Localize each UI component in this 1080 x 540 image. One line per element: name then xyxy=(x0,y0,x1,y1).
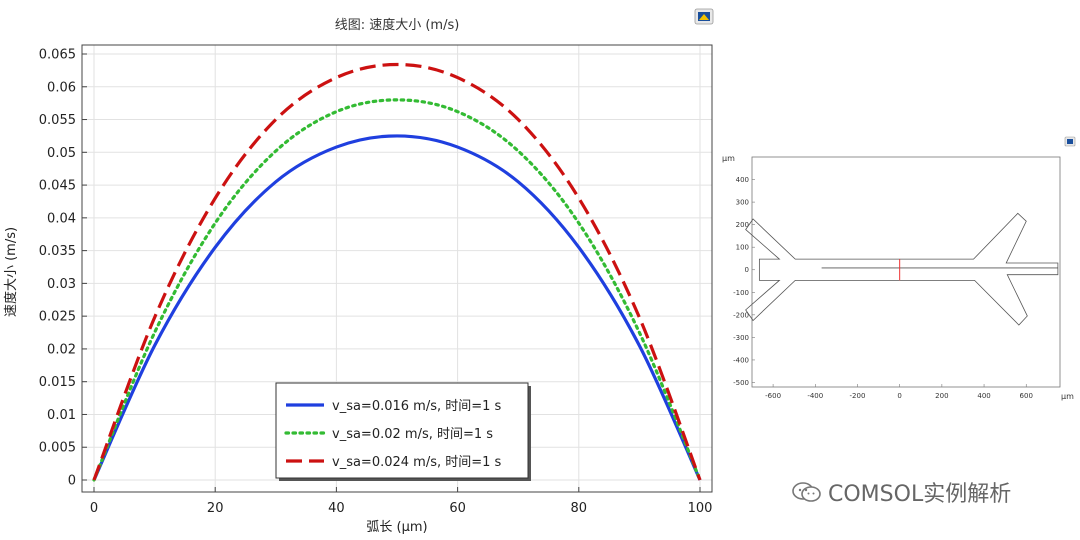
x-tick-label: 40 xyxy=(328,501,345,516)
y-tick-label: 0.035 xyxy=(39,244,76,259)
wechat-icon xyxy=(792,482,821,502)
main-chart: 线图: 速度大小 (m/s) 00.0050.010.0150.020.0250… xyxy=(3,8,714,535)
inset-y-tick-label: 100 xyxy=(736,244,749,252)
toolbar-logo-icon[interactable] xyxy=(694,8,714,25)
y-tick-label: 0.01 xyxy=(47,408,76,423)
y-tick-label: 0 xyxy=(68,474,76,489)
inset-x-tick-label: 200 xyxy=(935,392,948,400)
inset-y-tick-label: -400 xyxy=(733,356,749,364)
y-tick-label: 0.015 xyxy=(39,375,76,390)
x-tick-label: 100 xyxy=(688,501,713,516)
y-tick-label: 0.055 xyxy=(39,113,76,128)
y-tick-label: 0.02 xyxy=(47,342,76,357)
inset-y-tick-label: 300 xyxy=(736,199,749,207)
inset-x-axis: -600 -400 -200 0 200 400 600 xyxy=(765,384,1033,400)
legend-label: v_sa=0.02 m/s, 时间=1 s xyxy=(332,427,493,442)
inset-frame xyxy=(751,156,1061,388)
watermark-text: COMSOL实例解析 xyxy=(828,482,1012,507)
y-tick-label: 0.03 xyxy=(47,277,76,292)
chart-series-group xyxy=(92,62,702,482)
y-axis: 0 0.005 0.01 0.015 0.02 0.025 0.03 0.035 0.04 0.0… xyxy=(39,48,87,489)
channel-geometry xyxy=(745,212,1059,326)
inset-logo-icon[interactable] xyxy=(1064,136,1076,147)
x-tick-label: 20 xyxy=(207,501,224,516)
legend-label: v_sa=0.016 m/s, 时间=1 s xyxy=(332,399,502,414)
x-tick-label: 80 xyxy=(571,501,588,516)
inset-y-tick-label: 0 xyxy=(745,266,749,274)
inset-y-tick-label: -500 xyxy=(733,379,749,387)
inset-y-tick-label: -200 xyxy=(733,311,749,319)
inset-y-tick-label: 200 xyxy=(736,221,749,229)
x-axis-label: 弧长 (μm) xyxy=(366,520,427,535)
inset-x-tick-label: 600 xyxy=(1020,392,1033,400)
inset-x-tick-label: 0 xyxy=(897,392,901,400)
y-tick-label: 0.065 xyxy=(39,48,76,63)
x-tick-label: 60 xyxy=(449,501,466,516)
y-tick-label: 0.025 xyxy=(39,310,76,325)
inset-x-tick-label: -200 xyxy=(850,392,866,400)
inset-units-label: μm xyxy=(1061,392,1074,401)
inset-units-label: μm xyxy=(722,154,735,163)
chart-legend: v_sa=0.016 m/s, 时间=1 s v_sa=0.02 m/s, 时间=… xyxy=(275,382,531,481)
y-tick-label: 0.05 xyxy=(47,146,76,161)
inset-x-tick-label: -600 xyxy=(765,392,781,400)
x-axis: 0 20 40 60 80 100 xyxy=(90,487,713,516)
plot-frame xyxy=(81,44,713,493)
series-line-1 xyxy=(92,134,702,481)
series-line-3 xyxy=(92,62,702,481)
inset-y-tick-label: 400 xyxy=(736,176,749,184)
inset-y-tick-label: -100 xyxy=(733,289,749,297)
inset-y-axis: 400 300 200 100 0 -100 -200 -300 -400 -500 xyxy=(733,176,755,387)
chart-title: 线图: 速度大小 (m/s) xyxy=(335,17,460,33)
inset-y-tick-label: -300 xyxy=(733,334,749,342)
geometry-inset: μm μm 4003002001000-100-200-300-400-500 … xyxy=(722,136,1076,401)
channel-outline xyxy=(745,212,1059,326)
chart-grid xyxy=(82,45,712,492)
inset-x-tick-label: -400 xyxy=(807,392,823,400)
inset-x-tick-label: 400 xyxy=(977,392,990,400)
y-tick-label: 0.005 xyxy=(39,441,76,456)
series-line-2 xyxy=(92,98,702,482)
watermark: COMSOL实例解析 xyxy=(792,476,1011,508)
x-tick-label: 0 xyxy=(90,501,98,516)
y-tick-label: 0.045 xyxy=(39,179,76,194)
legend-label: v_sa=0.024 m/s, 时间=1 s xyxy=(332,455,502,470)
y-tick-label: 0.06 xyxy=(47,80,76,95)
y-axis-label: 速度大小 (m/s) xyxy=(3,227,19,317)
y-tick-label: 0.04 xyxy=(47,211,76,226)
